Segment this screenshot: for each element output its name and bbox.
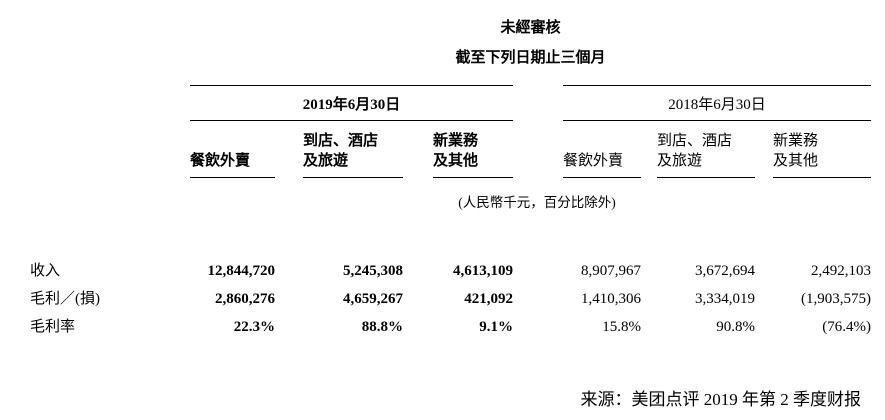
gross-profit-2019-new-initiatives: 421,092 — [464, 290, 513, 307]
table-subtitle: 截至下列日期止三個月 — [455, 50, 606, 66]
column-header-2018-instore-hotel-travel: 到店、酒店 及旅遊 — [657, 121, 755, 178]
source-caption: 来源：美团点评 2019 年第 2 季度财报 — [580, 390, 862, 409]
revenue-2018-instore-hotel-travel: 3,672,694 — [695, 262, 755, 279]
gross-profit-2019-instore-hotel-travel: 4,659,267 — [343, 290, 403, 307]
gross-margin-2018-instore-hotel-travel: 90.8% — [716, 318, 755, 335]
revenue-2018-food-delivery: 8,907,967 — [581, 262, 641, 279]
gross-margin-2018-new-initiatives: (76.4%) — [822, 318, 871, 335]
gross-margin-2018-food-delivery: 15.8% — [602, 318, 641, 335]
row-label-gross-margin: 毛利率 — [30, 318, 76, 335]
column-header-2018-new-initiatives: 新業務 及其他 — [773, 121, 871, 178]
period-header-2018: 2018年6月30日 — [563, 85, 871, 121]
gross-margin-2019-food-delivery: 22.3% — [233, 318, 275, 335]
gross-profit-2018-new-initiatives: (1,903,575) — [801, 290, 871, 307]
row-label-gross-profit: 毛利／(損) — [30, 290, 100, 307]
gross-profit-2018-instore-hotel-travel: 3,334,019 — [695, 290, 755, 307]
revenue-2018-new-initiatives: 2,492,103 — [811, 262, 871, 279]
gross-margin-2019-new-initiatives: 9.1% — [479, 318, 513, 335]
segment-results-table: 未經審核 截至下列日期止三個月 2019年6月30日 2018年6月30日 餐飲… — [30, 16, 885, 341]
gross-margin-2019-instore-hotel-travel: 88.8% — [361, 318, 403, 335]
units-note: (人民幣千元，百分比除外) — [458, 194, 616, 210]
gross-profit-2018-food-delivery: 1,410,306 — [581, 290, 641, 307]
column-header-2018-food-delivery: 餐飲外賣 — [563, 141, 641, 178]
revenue-2019-new-initiatives: 4,613,109 — [453, 262, 513, 279]
column-header-2019-new-initiatives: 新業務 及其他 — [433, 121, 513, 178]
table-title: 未經審核 — [500, 20, 561, 36]
gross-profit-2019-food-delivery: 2,860,276 — [215, 290, 275, 307]
column-header-2019-food-delivery: 餐飲外賣 — [190, 141, 275, 178]
period-header-2019: 2019年6月30日 — [190, 85, 513, 121]
revenue-2019-instore-hotel-travel: 5,245,308 — [343, 262, 403, 279]
column-header-2019-instore-hotel-travel: 到店、酒店 及旅遊 — [303, 121, 403, 178]
row-label-revenue: 收入 — [30, 262, 61, 279]
revenue-2019-food-delivery: 12,844,720 — [207, 262, 276, 279]
